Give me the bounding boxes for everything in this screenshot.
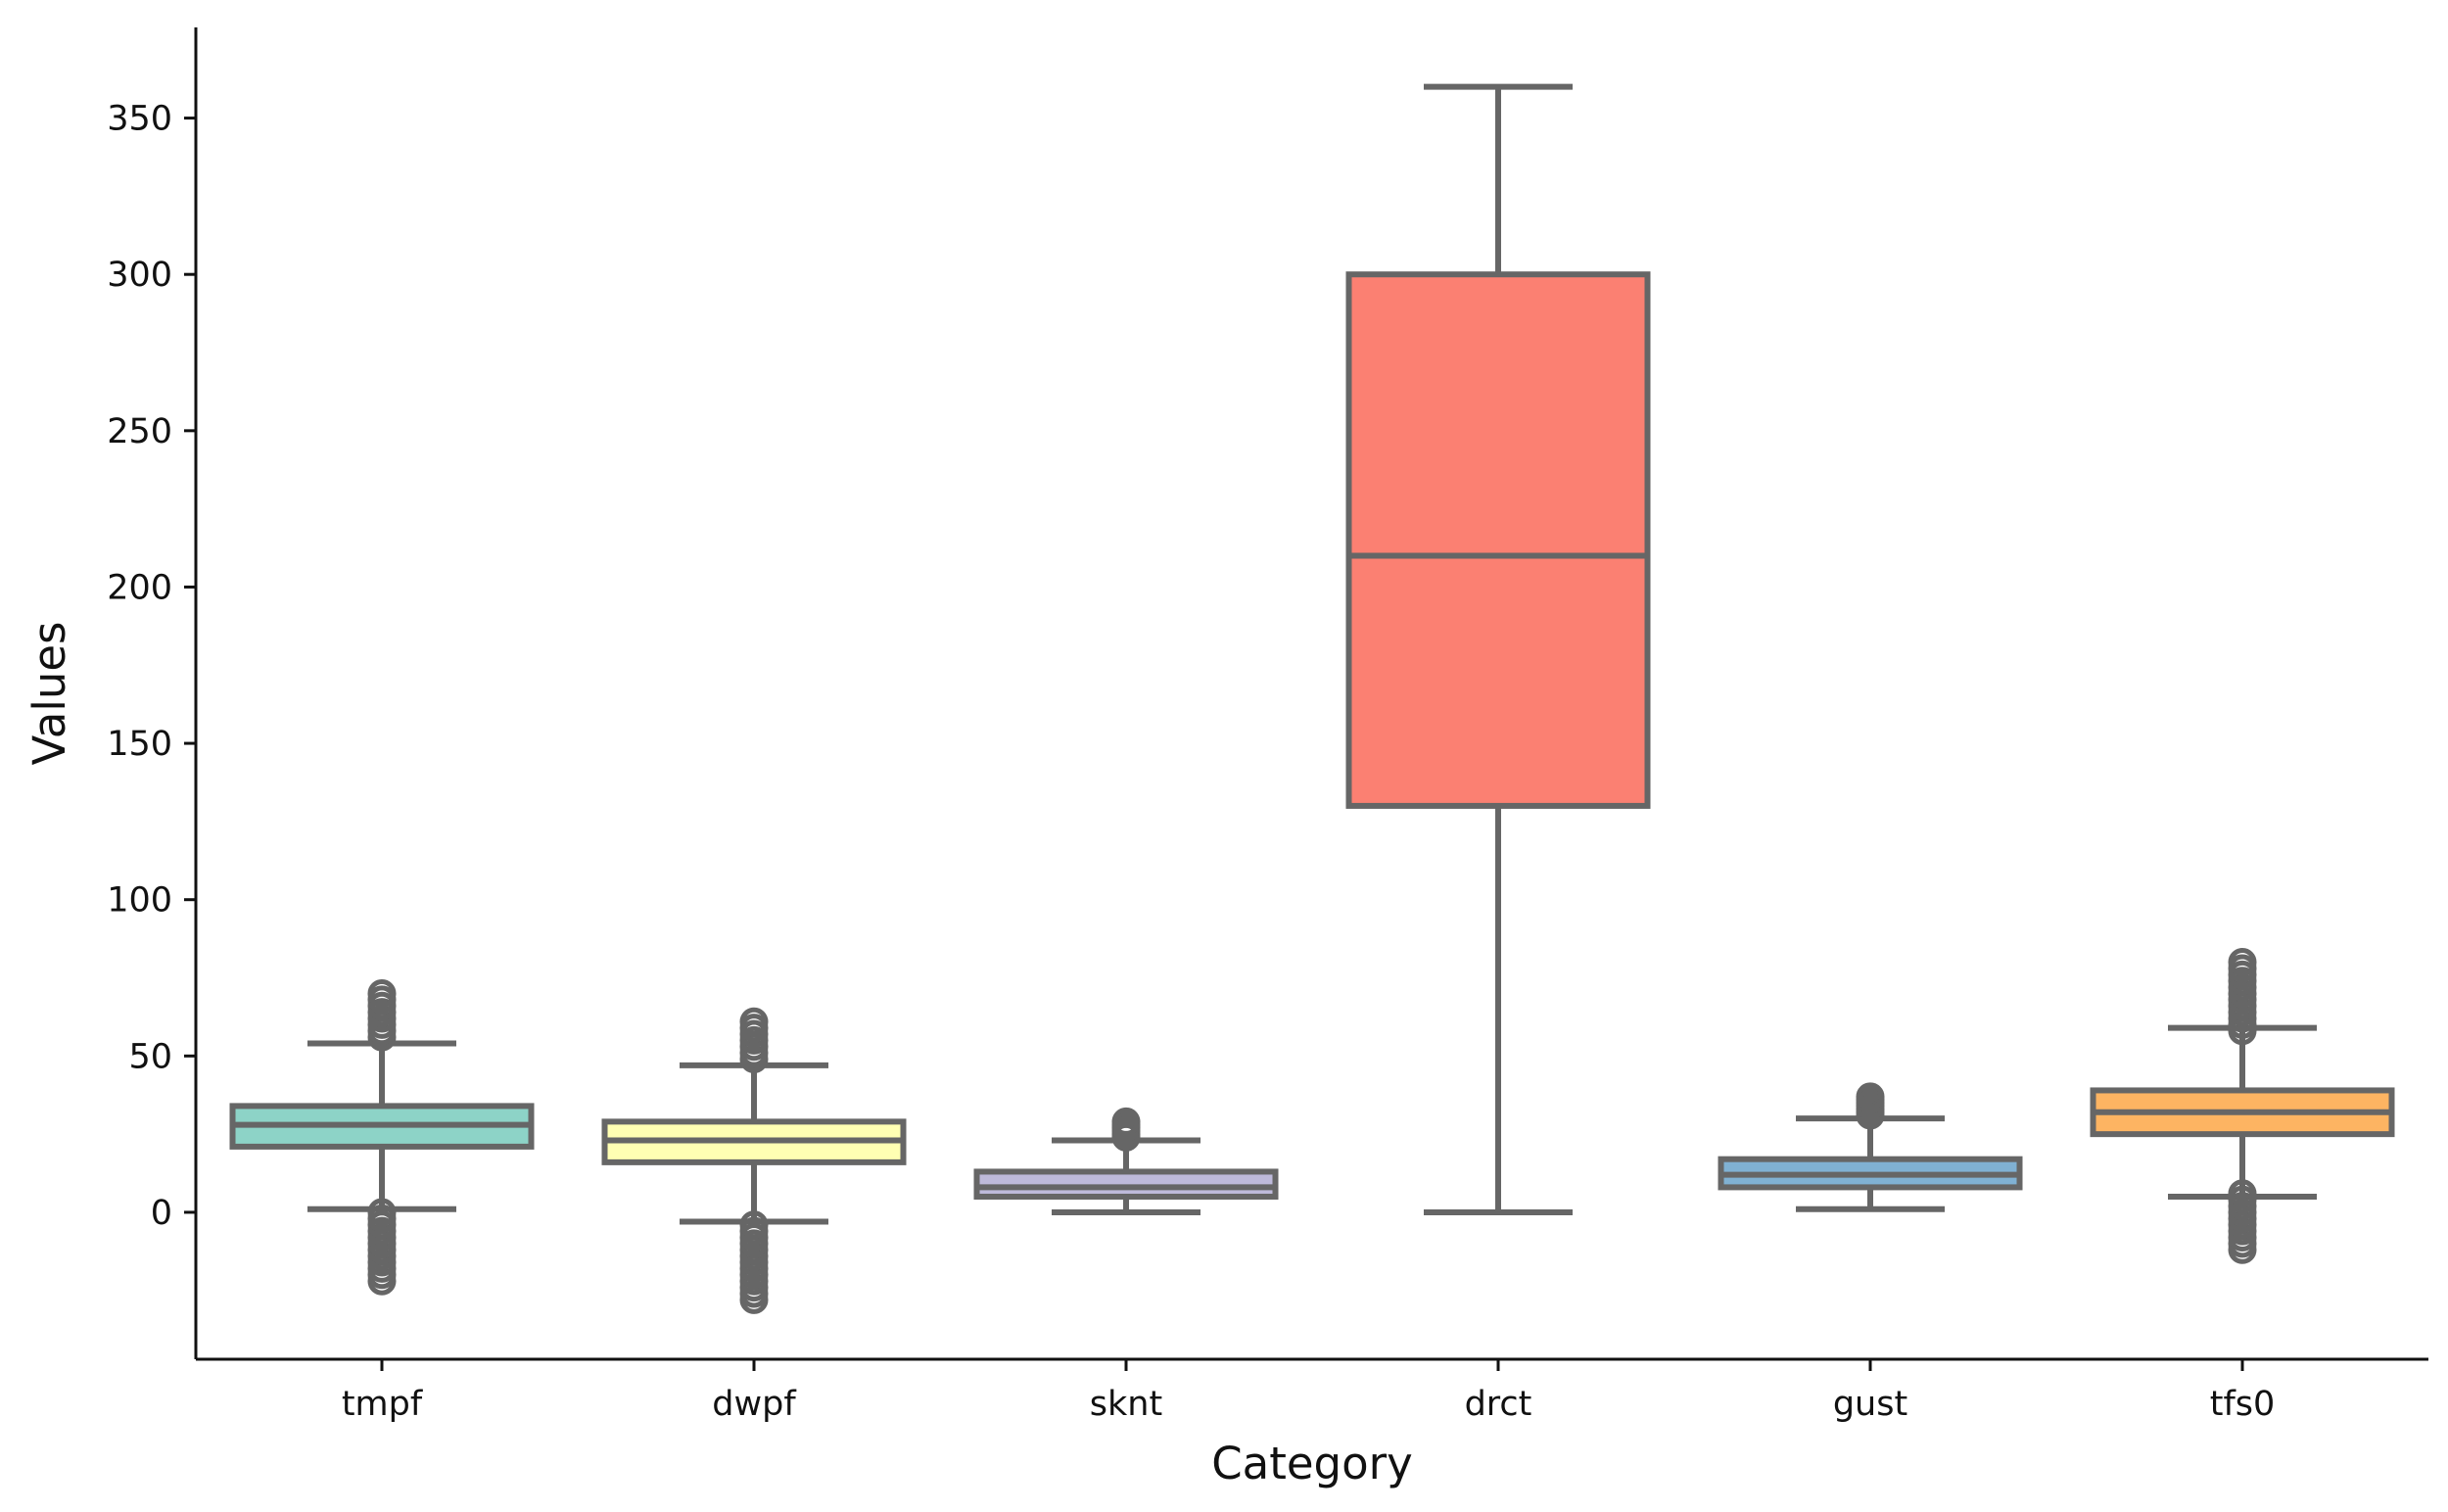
y-tick-label: 350 (107, 100, 172, 139)
outlier-point (739, 1210, 769, 1240)
x-tick-label: tmpf (342, 1385, 423, 1424)
outlier-point (367, 1198, 397, 1227)
y-tick-label: 300 (107, 256, 172, 295)
x-axis-label: Category (1211, 1438, 1413, 1489)
y-tick-label: 100 (107, 881, 172, 921)
box-body (1345, 271, 1651, 809)
box-sknt (973, 1107, 1279, 1215)
box-dwpf (601, 1007, 907, 1314)
x-tick-label: gust (1833, 1385, 1907, 1424)
y-tick-label: 50 (128, 1037, 172, 1076)
outlier-point (1111, 1107, 1141, 1136)
axes: 0 50 100 150 200 250 300 350 tmpf dwpf sknt drct gus… (107, 27, 2428, 1424)
outlier-point (2228, 1179, 2257, 1208)
outlier-point (367, 978, 397, 1008)
box-tfs0 (2090, 948, 2395, 1264)
x-tick-label: tfs0 (2210, 1385, 2276, 1424)
x-tick-label: drct (1465, 1385, 1532, 1424)
box-body (973, 1168, 1279, 1200)
y-tick-label: 250 (107, 412, 172, 451)
box-gust (1718, 1082, 2023, 1212)
outlier-point (739, 1007, 769, 1036)
box-tmpf (229, 978, 535, 1296)
outlier-point (1856, 1082, 1885, 1111)
outlier-point (2228, 948, 2257, 977)
y-tick-label: 0 (151, 1194, 172, 1233)
box-drct (1345, 83, 1651, 1215)
x-tick-label: dwpf (712, 1385, 796, 1424)
y-tick-label: 200 (107, 568, 172, 607)
plot-area (229, 83, 2395, 1314)
y-tick-label: 150 (107, 725, 172, 764)
y-axis-label: Values (24, 621, 75, 765)
x-tick-label: sknt (1090, 1385, 1162, 1424)
